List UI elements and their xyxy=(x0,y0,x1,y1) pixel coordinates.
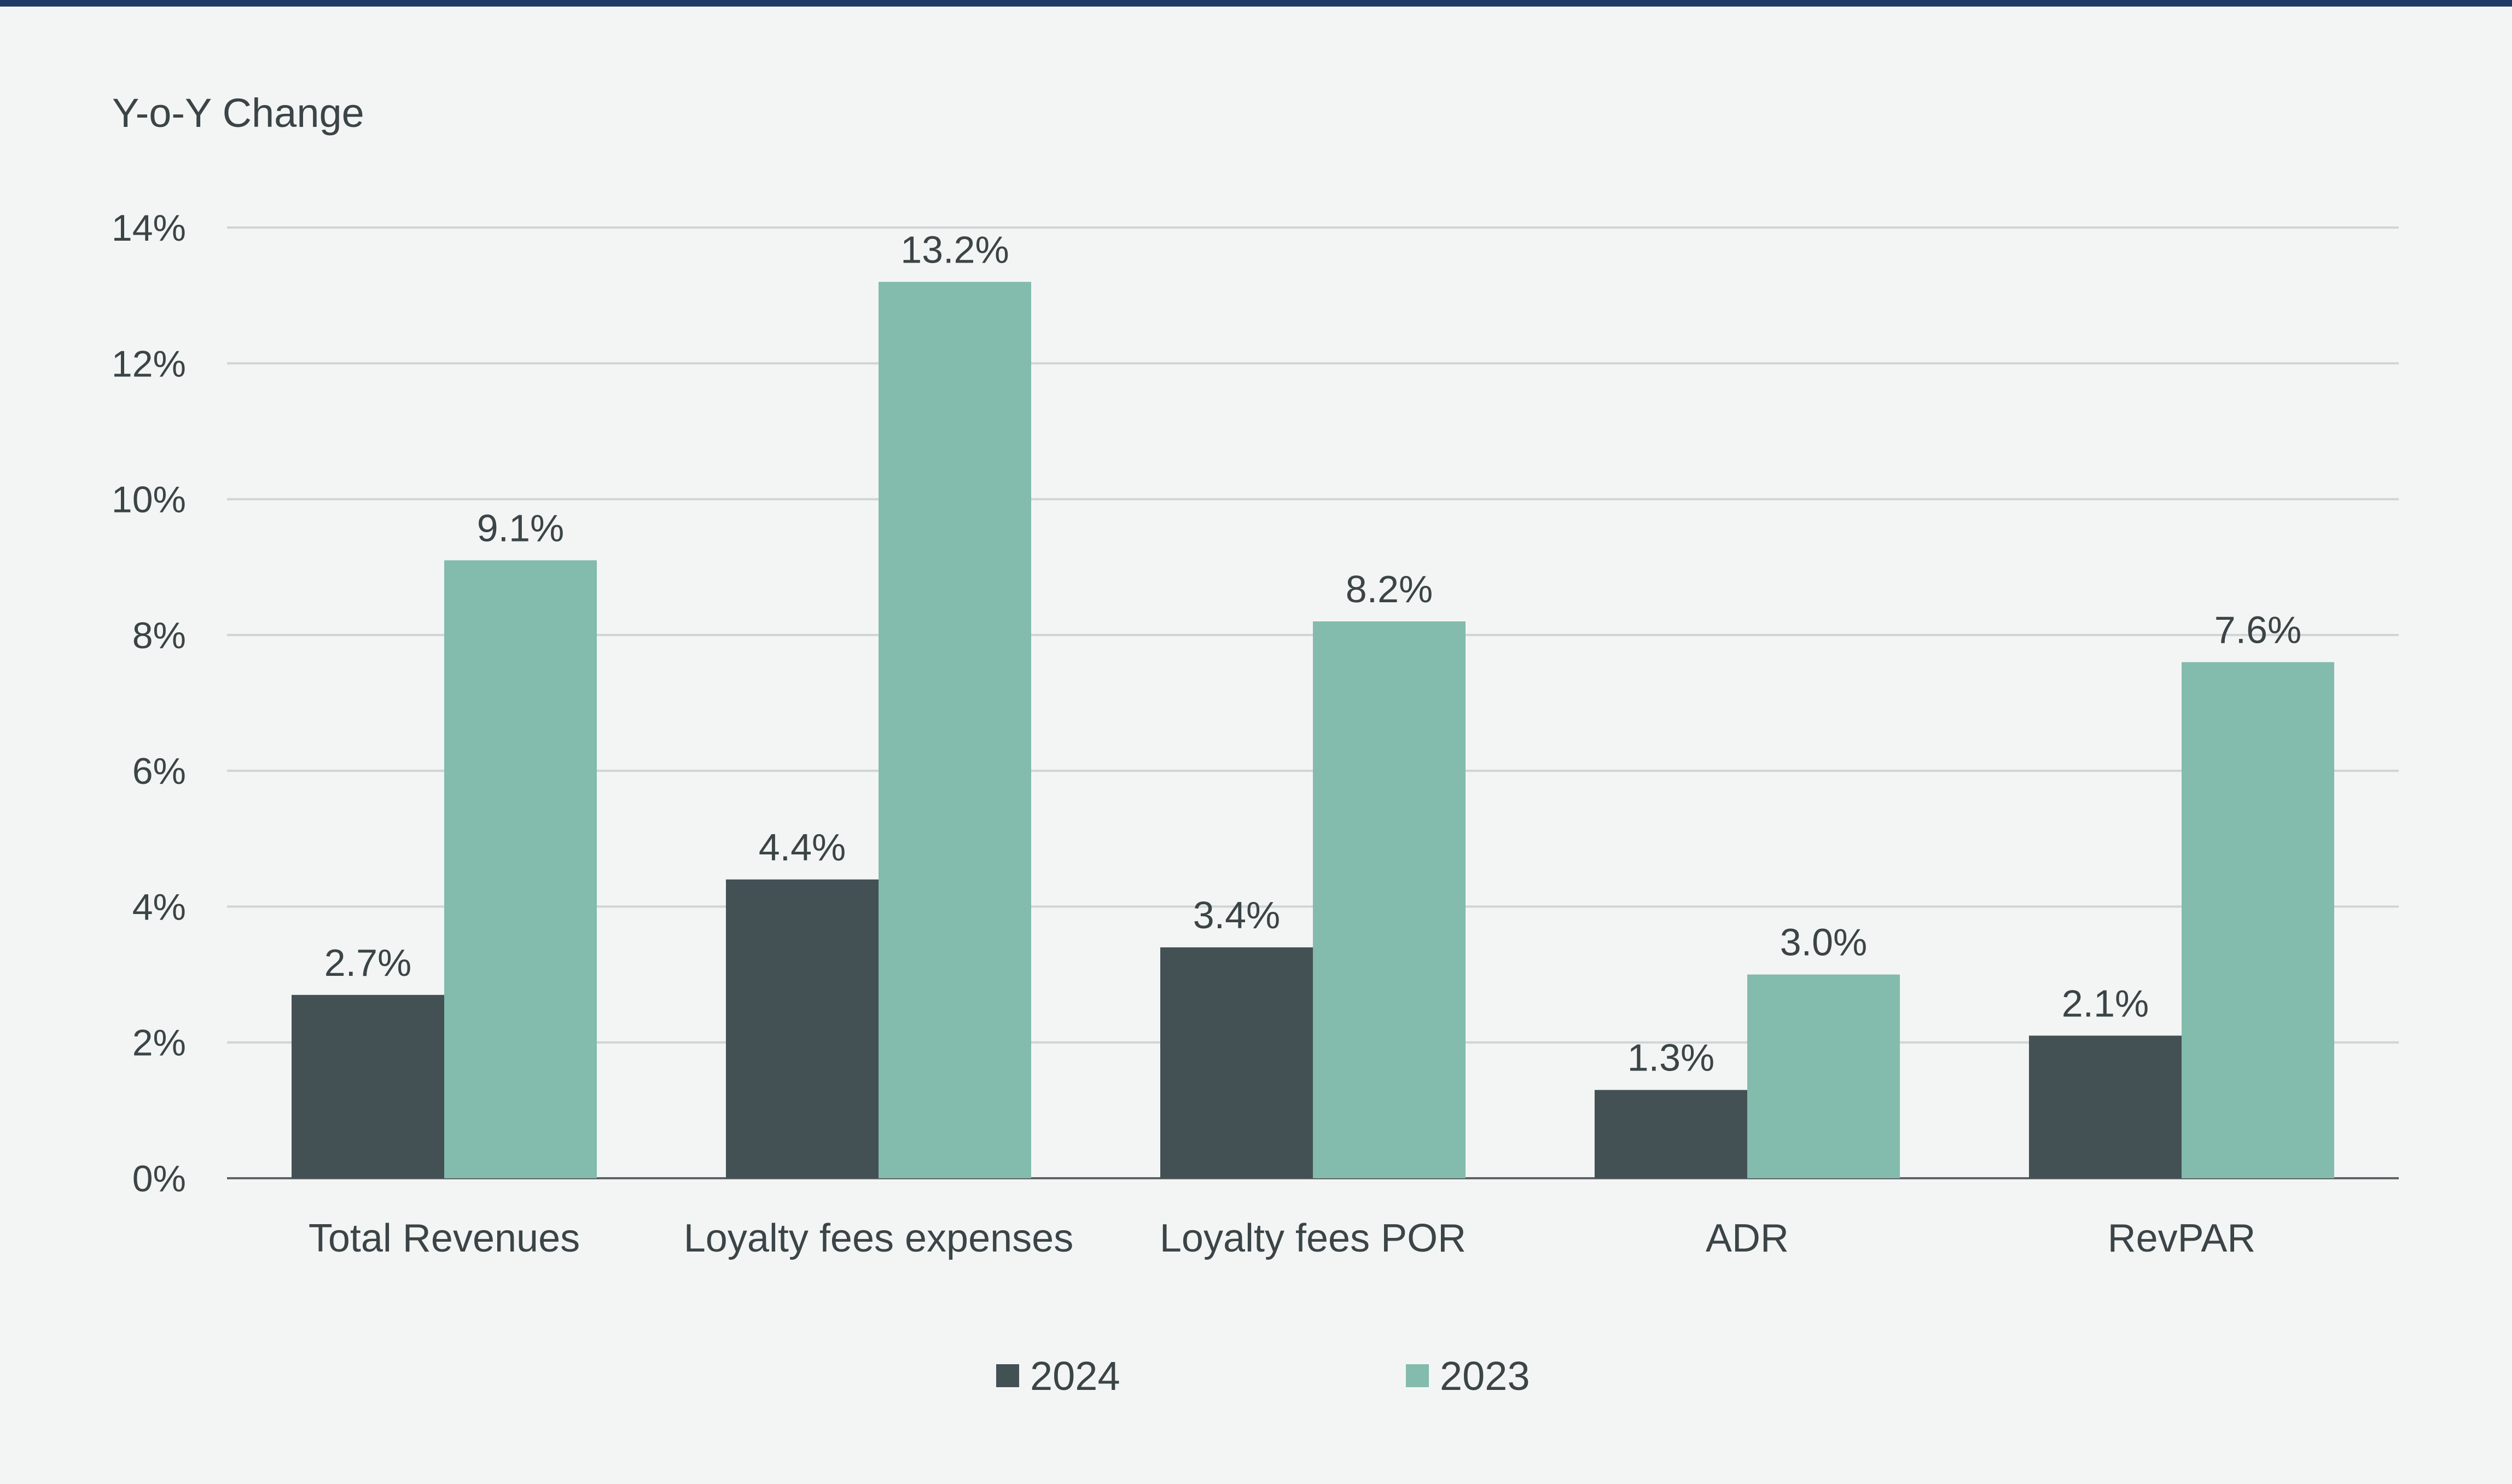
bar-2023-0 xyxy=(444,560,597,1178)
legend: 2024 2023 xyxy=(996,1353,1530,1399)
bar-2023-1 xyxy=(879,282,1031,1179)
bar-2024-3 xyxy=(1595,1090,1747,1178)
x-tick-label: Loyalty fees expenses xyxy=(684,1217,1073,1260)
legend-swatch-2024 xyxy=(996,1364,1019,1387)
y-tick-label: 10% xyxy=(112,479,186,521)
data-label: 1.3% xyxy=(1627,1037,1715,1079)
bars-layer xyxy=(292,282,2334,1179)
y-tick-label: 8% xyxy=(132,615,186,656)
bar-2024-1 xyxy=(726,879,879,1178)
legend-label-2023: 2023 xyxy=(1440,1353,1530,1399)
y-tick-label: 6% xyxy=(132,750,186,792)
data-label: 4.4% xyxy=(759,826,846,869)
bar-2024-4 xyxy=(2029,1035,2182,1178)
data-label: 2.1% xyxy=(2062,982,2149,1025)
y-tick-label: 4% xyxy=(132,886,186,928)
bar-2024-2 xyxy=(1160,947,1313,1178)
bar-2023-4 xyxy=(2182,662,2334,1178)
y-tick-label: 12% xyxy=(112,343,186,385)
data-label: 13.2% xyxy=(900,228,1009,271)
bar-2023-3 xyxy=(1747,974,1900,1178)
top-rule xyxy=(0,0,2512,7)
y-tick-label: 14% xyxy=(112,207,186,249)
y-tick-label: 2% xyxy=(132,1022,186,1064)
x-tick-label: Loyalty fees POR xyxy=(1160,1217,1466,1260)
bar-2024-0 xyxy=(292,994,444,1178)
data-label: 9.1% xyxy=(477,507,565,549)
x-tick-label: ADR xyxy=(1706,1217,1789,1260)
x-tick-label: RevPAR xyxy=(2108,1217,2256,1260)
data-label: 2.7% xyxy=(324,941,412,984)
data-label: 7.6% xyxy=(2214,609,2302,651)
legend-label-2024: 2024 xyxy=(1030,1353,1120,1399)
x-tick-label: Total Revenues xyxy=(309,1217,580,1260)
data-label: 8.2% xyxy=(1346,568,1433,610)
labels-layer: Y-o-Y Change 0% 2% 4% 6% 8% 10% 12% 14% 2.7% 9.1% T… xyxy=(112,90,2301,1260)
data-label: 3.0% xyxy=(1780,921,1868,964)
legend-swatch-2023 xyxy=(1406,1364,1429,1387)
y-tick-label: 0% xyxy=(132,1158,186,1200)
bar-2023-2 xyxy=(1313,621,1466,1178)
y-axis-title: Y-o-Y Change xyxy=(112,90,364,136)
data-label: 3.4% xyxy=(1193,894,1281,936)
